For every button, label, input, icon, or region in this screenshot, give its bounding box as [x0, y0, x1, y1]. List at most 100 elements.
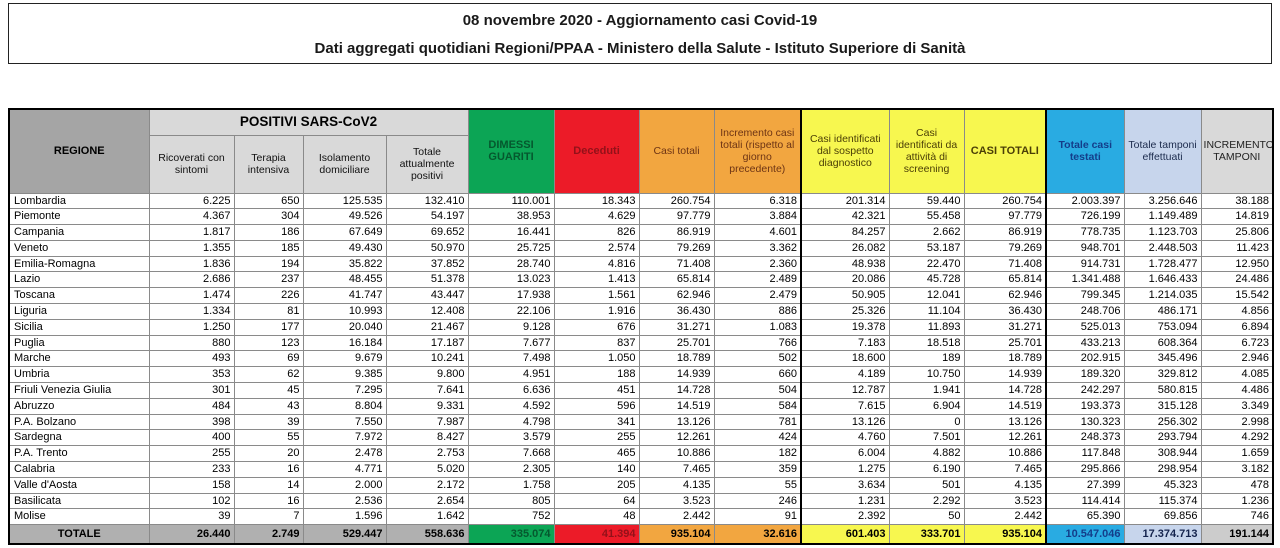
value-cell: 2.442	[963, 508, 1047, 526]
value-cell: 205	[553, 476, 640, 494]
value-cell: 501	[888, 476, 965, 494]
value-cell: 11.893	[888, 318, 965, 336]
value-cell: 65.814	[638, 271, 715, 289]
value-cell: 4.798	[467, 413, 555, 431]
column-header-totale-attualmente-positivi: Totale attualmente positivi	[385, 134, 469, 194]
value-cell: 20.086	[800, 271, 890, 289]
value-cell: 48.455	[302, 271, 387, 289]
value-cell: 2.448.503	[1123, 239, 1202, 257]
value-cell: 86.919	[963, 224, 1047, 241]
value-cell: 1.355	[148, 239, 235, 257]
value-cell: 3.182	[1200, 461, 1274, 478]
value-cell: 2.998	[1200, 413, 1274, 431]
value-cell: 242.297	[1045, 382, 1125, 399]
value-cell: 115.374	[1123, 492, 1202, 510]
table-row: Lazio 2.686 237 48.455 51.378 13.023 1.413 65.8…	[8, 271, 1274, 289]
value-cell: 64	[553, 492, 640, 510]
value-cell: 48.938	[800, 255, 890, 273]
value-cell: 14.819	[1200, 208, 1274, 226]
value-cell: 55	[713, 476, 802, 494]
value-cell: 1.758	[467, 476, 555, 494]
value-cell: 345.496	[1123, 350, 1202, 368]
value-cell: 7.465	[963, 461, 1047, 478]
value-cell: 26.082	[800, 239, 890, 257]
value-cell: 158	[148, 476, 235, 494]
value-cell: 16	[233, 492, 304, 510]
value-cell: 194	[233, 255, 304, 273]
value-cell: 55.458	[888, 208, 965, 226]
value-cell: 504	[713, 382, 802, 399]
value-cell: 4.486	[1200, 382, 1274, 399]
table-row: Molise 39 7 1.596 1.642 752 48 2.442 91 2.392 50 2.…	[8, 508, 1274, 526]
value-cell: 1.941	[888, 382, 965, 399]
value-cell: 65.814	[963, 271, 1047, 289]
column-header-casi-sospetto-diagnostico: Casi identificati dal sospetto diagnosti…	[800, 108, 890, 194]
region-name-cell: Sardegna	[8, 429, 150, 447]
value-cell: 329.812	[1123, 366, 1202, 384]
region-name-cell: Friuli Venezia Giulia	[8, 382, 150, 399]
table-footer: TOTALE 26.440 2.749 529.447 558.636 335.074 41…	[8, 524, 1274, 545]
value-cell: 14.939	[963, 366, 1047, 384]
value-cell: 7.498	[467, 350, 555, 368]
value-cell: 13.023	[467, 271, 555, 289]
value-cell: 186	[233, 224, 304, 241]
value-cell: 726.199	[1045, 208, 1125, 226]
value-cell: 117.848	[1045, 445, 1125, 463]
value-cell: 465	[553, 445, 640, 463]
value-cell: 10.241	[385, 350, 469, 368]
value-cell: 8.804	[302, 397, 387, 415]
value-cell: 608.364	[1123, 334, 1202, 352]
value-cell: 132.410	[385, 192, 469, 210]
table-row: Emilia-Romagna 1.836 194 35.822 37.852 28.740…	[8, 255, 1274, 273]
value-cell: 805	[467, 492, 555, 510]
value-cell: 22.470	[888, 255, 965, 273]
value-cell: 596	[553, 397, 640, 415]
value-cell: 201.314	[800, 192, 890, 210]
value-cell: 7.972	[302, 429, 387, 447]
value-cell: 2.536	[302, 492, 387, 510]
table-row: Piemonte 4.367 304 49.526 54.197 38.953 4.629 9…	[8, 208, 1274, 226]
value-cell: 7.641	[385, 382, 469, 399]
title-banner: 08 novembre 2020 - Aggiornamento casi Co…	[8, 3, 1272, 64]
value-cell: 502	[713, 350, 802, 368]
value-cell: 6.904	[888, 397, 965, 415]
value-cell: 91	[713, 508, 802, 526]
value-cell: 1.334	[148, 303, 235, 320]
value-cell: 1.728.477	[1123, 255, 1202, 273]
value-cell: 484	[148, 397, 235, 415]
column-header-totale-casi-testati: Totale casi testati	[1045, 108, 1125, 194]
column-header-dimessi-guariti: DIMESSI GUARITI	[467, 108, 555, 194]
value-cell: 255	[553, 429, 640, 447]
value-cell: 51.378	[385, 271, 469, 289]
value-cell: 17.938	[467, 287, 555, 305]
value-cell: 400	[148, 429, 235, 447]
value-cell: 185	[233, 239, 304, 257]
table-row: Campania 1.817 186 67.649 69.652 16.441 826 86.…	[8, 224, 1274, 241]
value-cell: 2.442	[638, 508, 715, 526]
value-cell: 746	[1200, 508, 1274, 526]
value-cell: 1.642	[385, 508, 469, 526]
region-name-cell: P.A. Bolzano	[8, 413, 150, 431]
value-cell: 1.236	[1200, 492, 1274, 510]
value-cell: 18.789	[638, 350, 715, 368]
value-cell: 2.489	[713, 271, 802, 289]
value-cell: 10.993	[302, 303, 387, 320]
value-cell: 130.323	[1045, 413, 1125, 431]
region-name-cell: Veneto	[8, 239, 150, 257]
value-cell: 4.856	[1200, 303, 1274, 320]
column-header-isolamento-domiciliare: Isolamento domiciliare	[302, 134, 387, 194]
table-row: Calabria 233 16 4.771 5.020 2.305 140 7.465 359 1…	[8, 461, 1274, 478]
value-cell: 36.430	[963, 303, 1047, 320]
region-name-cell: Valle d'Aosta	[8, 476, 150, 494]
table-row: Liguria 1.334 81 10.993 12.408 22.106 1.916 36.…	[8, 303, 1274, 320]
value-cell: 6.723	[1200, 334, 1274, 352]
value-cell: 7.987	[385, 413, 469, 431]
value-cell: 914.731	[1045, 255, 1125, 273]
value-cell: 10.750	[888, 366, 965, 384]
value-cell: 880	[148, 334, 235, 352]
value-cell: 4.882	[888, 445, 965, 463]
value-cell: 16.184	[302, 334, 387, 352]
value-cell: 114.414	[1045, 492, 1125, 510]
value-cell: 38.188	[1200, 192, 1274, 210]
value-cell: 398	[148, 413, 235, 431]
